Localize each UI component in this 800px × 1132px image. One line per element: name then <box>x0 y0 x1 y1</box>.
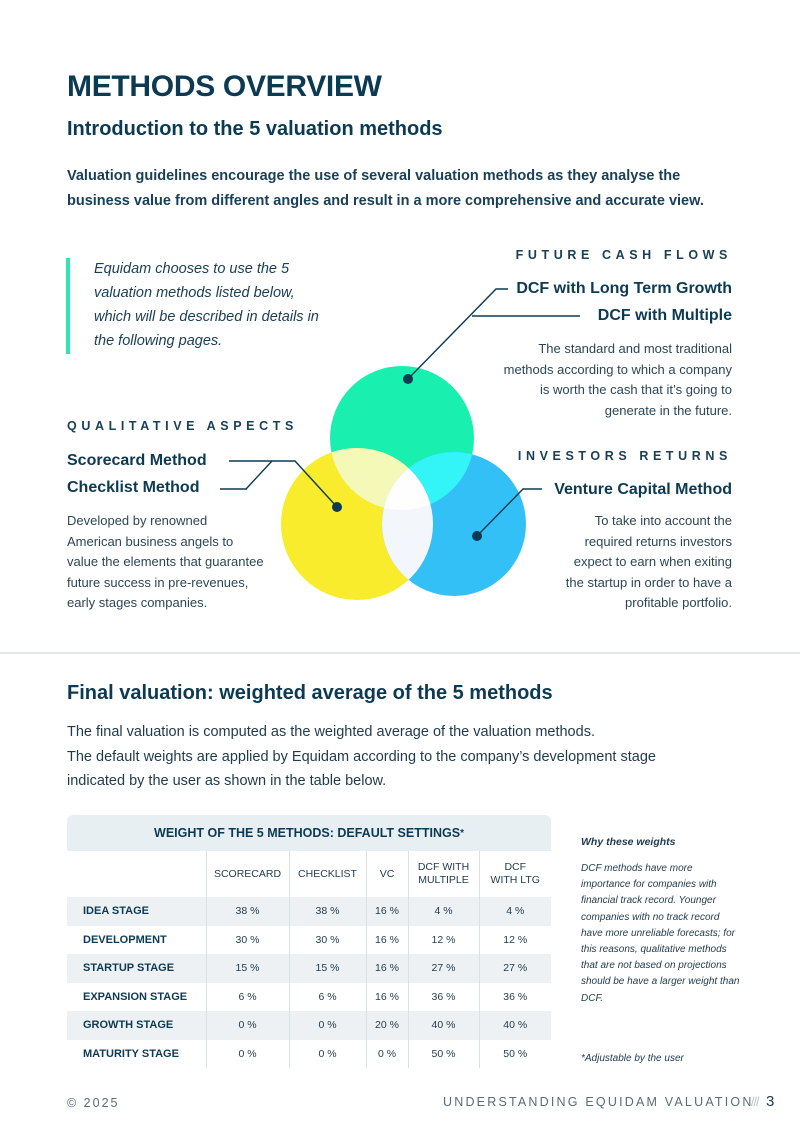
qualitative-aspects-desc: Developed by renowned American business … <box>67 513 264 610</box>
investors-returns-label: INVESTORS RETURNS <box>517 449 732 463</box>
investors-returns-desc: To take into account the required return… <box>565 513 732 610</box>
column-header-checklist: CHECKLIST <box>289 851 367 897</box>
quote-line: which will be described in details in <box>94 309 319 325</box>
footer-copyright: © 2025 <box>67 1096 120 1110</box>
connector-dot-fcf <box>403 374 413 384</box>
table-cell: 0 % <box>289 1039 367 1068</box>
table-cell: 0 % <box>206 1039 290 1068</box>
column-header-dcf-ltg: DCF WITH LTG <box>479 851 551 897</box>
weights-table-title: WEIGHT OF THE 5 METHODS: DEFAULT SETTING… <box>67 815 551 851</box>
table-cell: 15 % <box>206 954 290 983</box>
column-header-scorecard: SCORECARD <box>206 851 290 897</box>
method-checklist: Checklist Method <box>67 479 200 496</box>
connector-line-qual <box>229 460 338 508</box>
table-row: EXPANSION STAGE 6 % 6 % 16 % 36 % 36 % <box>67 982 551 1011</box>
footer-page-number: 3 <box>766 1093 775 1110</box>
why-weights-title: Why these weights <box>581 836 676 848</box>
table-cell: 16 % <box>366 897 409 926</box>
connector-line-qual-2 <box>245 460 273 490</box>
column-header-vc: VC <box>366 851 409 897</box>
connector-dot-qual <box>332 502 342 512</box>
final-valuation-paragraph: The final valuation is computed as the w… <box>67 724 656 789</box>
method-scorecard: Scorecard Method <box>67 452 207 469</box>
qualitative-aspects-label: QUALITATIVE ASPECTS <box>67 419 298 433</box>
table-cell: 20 % <box>366 1011 409 1040</box>
table-cell: 4 % <box>479 897 551 926</box>
table-row: MATURITY STAGE 0 % 0 % 0 % 50 % 50 % <box>67 1039 551 1068</box>
table-cell: 15 % <box>289 954 367 983</box>
table-cell: 38 % <box>206 897 290 926</box>
table-cell: 30 % <box>206 925 290 954</box>
table-row: GROWTH STAGE 0 % 0 % 20 % 40 % 40 % <box>67 1011 551 1040</box>
table-row: DEVELOPMENT 30 % 30 % 16 % 12 % 12 % <box>67 925 551 954</box>
table-cell: 4 % <box>408 897 480 926</box>
weights-table-grid: SCORECARD CHECKLIST VC DCF WITH MULTIPLE … <box>67 851 551 1068</box>
quote-accent-bar <box>66 258 70 354</box>
footer-doc-title: UNDERSTANDING EQUIDAM VALUATION <box>443 1095 754 1109</box>
intro-paragraph: Valuation guidelines encourage the use o… <box>67 168 704 209</box>
future-cash-flows-label: FUTURE CASH FLOWS <box>515 248 732 262</box>
table-cell: 40 % <box>408 1011 480 1040</box>
column-header-stage <box>67 851 207 897</box>
footer-separator: /// <box>751 1095 759 1109</box>
method-venture-capital: Venture Capital Method <box>554 481 732 498</box>
table-row: IDEA STAGE 38 % 38 % 16 % 4 % 4 % <box>67 897 551 926</box>
table-cell: 30 % <box>289 925 367 954</box>
table-row: STARTUP STAGE 15 % 15 % 16 % 27 % 27 % <box>67 954 551 983</box>
page-subtitle: Introduction to the 5 valuation methods <box>67 118 443 140</box>
table-cell-stage: STARTUP STAGE <box>67 954 207 983</box>
quote-line: the following pages. <box>94 333 223 349</box>
table-cell: 0 % <box>366 1039 409 1068</box>
table-cell: 0 % <box>289 1011 367 1040</box>
table-cell: 6 % <box>206 982 290 1011</box>
quote-line: valuation methods listed below, <box>94 285 295 301</box>
table-cell: 16 % <box>366 925 409 954</box>
why-weights-text: DCF methods have more importance for com… <box>581 863 740 1004</box>
venn-diagram <box>220 288 580 600</box>
table-cell-stage: GROWTH STAGE <box>67 1011 207 1040</box>
table-cell-stage: MATURITY STAGE <box>67 1039 207 1068</box>
table-cell: 27 % <box>479 954 551 983</box>
page-title: METHODS OVERVIEW <box>67 70 382 103</box>
method-dcf-ltg: DCF with Long Term Growth <box>516 280 732 297</box>
connector-dot-ir <box>472 531 482 541</box>
table-cell-stage: DEVELOPMENT <box>67 925 207 954</box>
table-cell: 16 % <box>366 954 409 983</box>
section-divider <box>0 652 800 654</box>
table-cell: 27 % <box>408 954 480 983</box>
table-cell-stage: IDEA STAGE <box>67 897 207 926</box>
quote-text: Equidam chooses to use the 5 valuation m… <box>94 257 344 353</box>
table-cell: 16 % <box>366 982 409 1011</box>
column-header-dcf-multiple: DCF WITH MULTIPLE <box>408 851 480 897</box>
table-cell: 6 % <box>289 982 367 1011</box>
connector-line-ir <box>476 488 542 537</box>
table-cell: 50 % <box>408 1039 480 1068</box>
table-cell: 36 % <box>408 982 480 1011</box>
table-cell: 38 % <box>289 897 367 926</box>
weights-table: WEIGHT OF THE 5 METHODS: DEFAULT SETTING… <box>67 815 551 1068</box>
final-valuation-title: Final valuation: weighted average of the… <box>67 682 553 704</box>
quote-line: Equidam chooses to use the 5 <box>94 261 290 277</box>
table-cell: 12 % <box>408 925 480 954</box>
table-cell: 40 % <box>479 1011 551 1040</box>
future-cash-flows-desc: The standard and most traditional method… <box>503 341 732 418</box>
table-cell: 36 % <box>479 982 551 1011</box>
table-header-row: SCORECARD CHECKLIST VC DCF WITH MULTIPLE … <box>67 851 551 897</box>
connector-line-fcf <box>407 288 508 380</box>
table-cell: 12 % <box>479 925 551 954</box>
table-cell: 0 % <box>206 1011 290 1040</box>
method-dcf-multiple: DCF with Multiple <box>597 307 732 324</box>
table-cell-stage: EXPANSION STAGE <box>67 982 207 1011</box>
adjustable-note: *Adjustable by the user <box>581 1053 684 1064</box>
table-cell: 50 % <box>479 1039 551 1068</box>
